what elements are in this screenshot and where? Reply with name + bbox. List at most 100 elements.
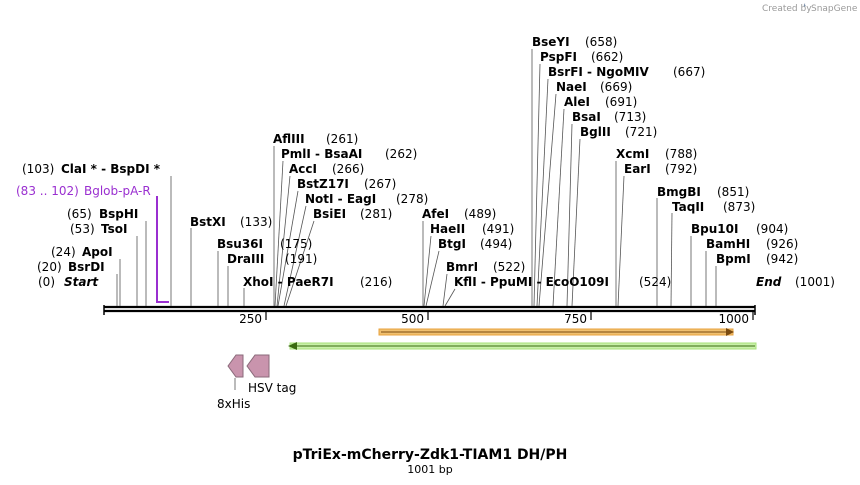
hsv-tag-feature[interactable]	[246, 354, 270, 378]
site-pos: (103)	[22, 162, 54, 176]
site-pos: (667)	[673, 65, 705, 79]
site-label-afliii[interactable]: AflIII	[273, 132, 305, 146]
connector-pmli	[274, 160, 284, 307]
site-pos: (0)	[38, 275, 55, 289]
site-label-bpmi[interactable]: BpmI	[716, 252, 751, 266]
site-label-draiii[interactable]: DraIII	[227, 252, 264, 266]
primer-marker[interactable]	[156, 196, 169, 303]
site-label-btgi[interactable]: BtgI	[438, 237, 466, 251]
tick-label: 1000	[718, 312, 749, 326]
green-feature-arrowhead	[288, 342, 297, 350]
site-pos: (713)	[614, 110, 646, 124]
site-label-apoi[interactable]: ApoI	[82, 245, 113, 259]
tick-label: 250	[239, 312, 262, 326]
snapgene-logo-icon: ❛	[803, 3, 806, 13]
site-pos: (191)	[285, 252, 317, 266]
site-label-kfli-ppumi-ecoo109i[interactable]: KflI - PpuMI - EcoO109I	[454, 275, 609, 289]
connector-bsrfi	[536, 78, 549, 307]
site-pos: (216)	[360, 275, 392, 289]
site-label-xcmi[interactable]: XcmI	[616, 147, 649, 161]
site-label-pspfi[interactable]: PspFI	[540, 50, 577, 64]
site-label-bpu10i[interactable]: Bpu10I	[691, 222, 738, 236]
connector-haeii	[423, 235, 432, 307]
site-pos: (262)	[385, 147, 417, 161]
site-connectors	[116, 49, 717, 307]
primer-name[interactable]: Bglob-pA-R	[84, 184, 151, 198]
site-pos: (267)	[364, 177, 396, 191]
connector-bsiei	[285, 220, 315, 307]
site-pos: (65)	[67, 207, 92, 221]
site-label-eari[interactable]: EarI	[624, 162, 651, 176]
connector-bmri	[442, 273, 448, 307]
site-pos: (20)	[37, 260, 62, 274]
connector-bstz17i	[277, 190, 299, 307]
his-tag-feature[interactable]	[227, 354, 244, 378]
site-pos: (904)	[756, 222, 788, 236]
map-length: 1001 bp	[407, 463, 452, 476]
site-pos: (494)	[480, 237, 512, 251]
site-label-clai-bspdi[interactable]: ClaI * - BspDI *	[61, 162, 161, 176]
site-label-pmli-bsaai[interactable]: PmlI - BsaAI	[281, 147, 362, 161]
site-label-end[interactable]: End	[756, 275, 782, 289]
site-pos: (281)	[360, 207, 392, 221]
site-pos: (658)	[585, 35, 617, 49]
green-feature-arrow[interactable]	[288, 342, 757, 350]
site-pos: (53)	[70, 222, 95, 236]
hsv-tag-label: HSV tag	[248, 381, 296, 395]
site-pos: (266)	[332, 162, 364, 176]
site-pos: (792)	[665, 162, 697, 176]
map-title: pTriEx-mCherry-Zdk1-TIAM1 DH/PH	[293, 447, 568, 463]
site-pos: (691)	[605, 95, 637, 109]
connector-alei	[552, 108, 565, 307]
site-label-noti-eagi[interactable]: NotI - EagI	[305, 192, 376, 206]
site-pos: (788)	[665, 147, 697, 161]
site-label-start[interactable]: Start	[64, 275, 99, 289]
connector-eari	[617, 175, 625, 307]
site-label-taqii[interactable]: TaqII	[672, 200, 704, 214]
connector-bsai	[566, 123, 573, 307]
site-label-xhoi-paer7i[interactable]: XhoI - PaeR7I	[243, 275, 334, 289]
site-pos: (926)	[766, 237, 798, 251]
site-pos: (278)	[396, 192, 428, 206]
site-label-bsrfi-ngomiv[interactable]: BsrFI - NgoMIV	[548, 65, 649, 79]
site-pos: (1001)	[795, 275, 835, 289]
site-label-bstxi[interactable]: BstXI	[190, 215, 226, 229]
site-label-bsphi[interactable]: BspHI	[99, 207, 138, 221]
connector-bglii	[571, 138, 581, 307]
credit-brand: SnapGene	[811, 4, 858, 14]
site-pos: (261)	[326, 132, 358, 146]
site-label-bsrdi[interactable]: BsrDI	[68, 260, 105, 274]
site-label-bsai[interactable]: BsaI	[572, 110, 601, 124]
site-label-afei[interactable]: AfeI	[422, 207, 449, 221]
site-pos: (524)	[639, 275, 671, 289]
site-pos: (489)	[464, 207, 496, 221]
site-pos: (522)	[493, 260, 525, 274]
site-label-bmgbi[interactable]: BmgBI	[657, 185, 701, 199]
site-label-naei[interactable]: NaeI	[556, 80, 587, 94]
connector-btgi	[425, 250, 440, 307]
site-label-bsiei[interactable]: BsiEI	[313, 207, 346, 221]
site-label-alei[interactable]: AleI	[564, 95, 590, 109]
site-label-bstz17i[interactable]: BstZ17I	[297, 177, 349, 191]
site-pos: (133)	[240, 215, 272, 229]
site-pos: (721)	[625, 125, 657, 139]
his-tag-label: 8xHis	[217, 397, 250, 411]
site-label-bglii[interactable]: BglII	[580, 125, 611, 139]
tick-label: 500	[401, 312, 424, 326]
site-label-bamhi[interactable]: BamHI	[706, 237, 750, 251]
site-pos: (942)	[766, 252, 798, 266]
site-pos: (662)	[591, 50, 623, 64]
orange-feature-arrow[interactable]	[378, 328, 734, 336]
site-label-bsu36i[interactable]: Bsu36I	[217, 237, 263, 251]
connector-taqii	[670, 212, 673, 307]
site-label-bseyi[interactable]: BseYI	[532, 35, 570, 49]
connector-acci	[276, 175, 291, 307]
connector-kfli	[444, 288, 456, 307]
site-label-bmri[interactable]: BmrI	[446, 260, 478, 274]
site-label-haeii[interactable]: HaeII	[430, 222, 465, 236]
site-label-acci[interactable]: AccI	[289, 162, 317, 176]
site-label-tsoi[interactable]: TsoI	[101, 222, 127, 236]
tick-label: 750	[564, 312, 587, 326]
connector-noti	[283, 205, 307, 307]
